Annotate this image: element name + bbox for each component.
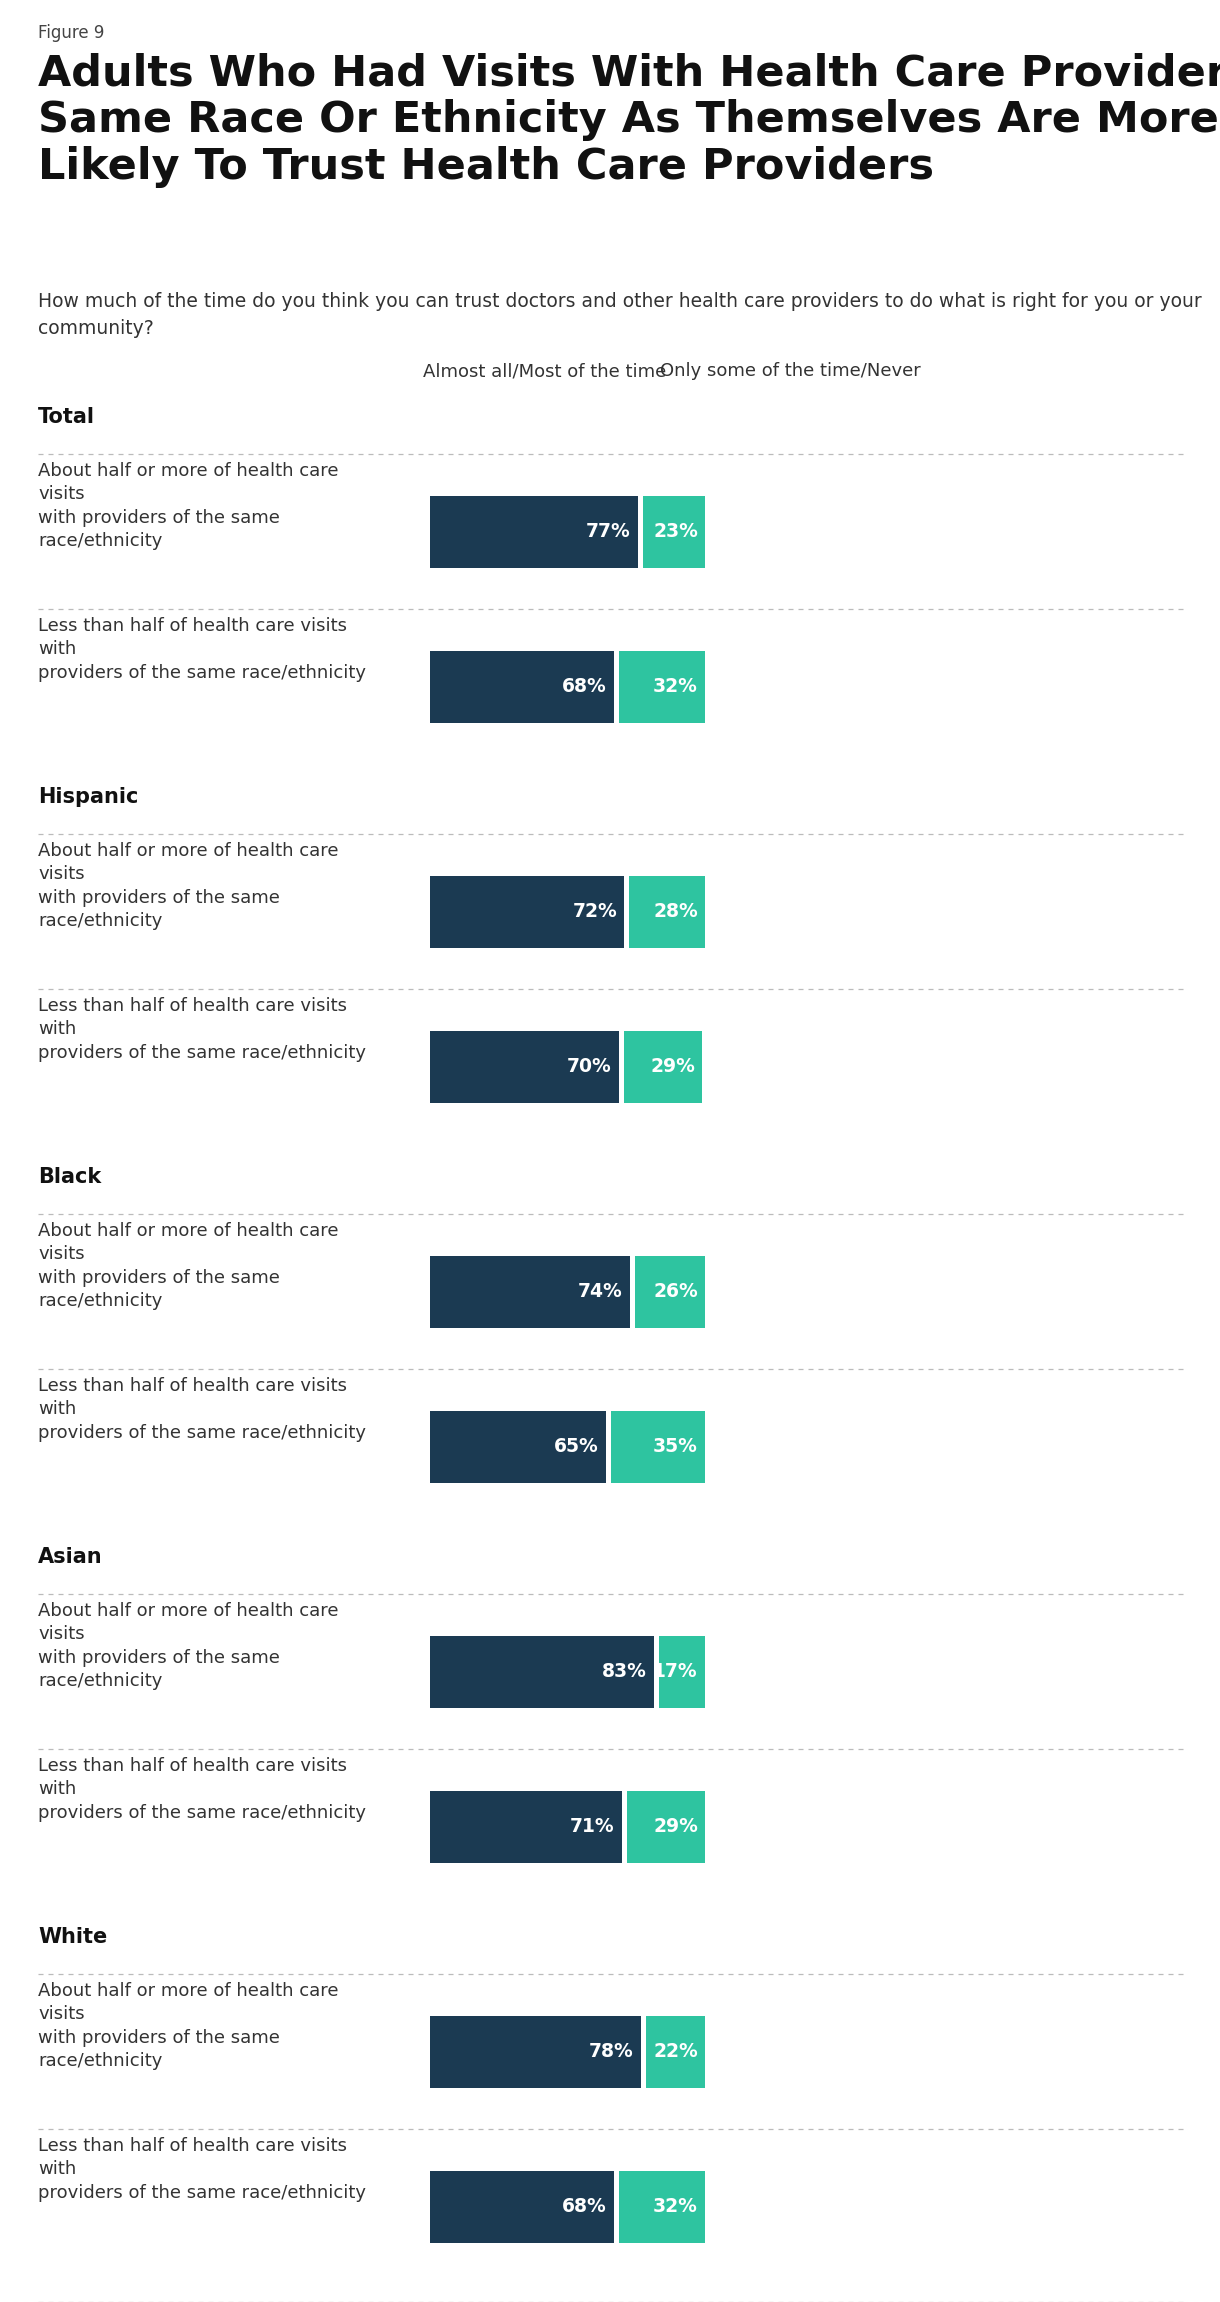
Text: 23%: 23% [653,523,698,541]
Text: Less than half of health care visits
with
providers of the same race/ethnicity: Less than half of health care visits wit… [38,2136,366,2201]
Bar [627,1791,705,1862]
Text: Almost all/Most of the time: Almost all/Most of the time [423,361,666,380]
Text: Adults Who Had Visits With Health Care Providers Of
Same Race Or Ethnicity As Th: Adults Who Had Visits With Health Care P… [38,53,1220,189]
Text: 26%: 26% [653,1282,698,1301]
Text: 32%: 32% [653,677,698,695]
Bar [429,2171,614,2242]
Text: 17%: 17% [654,1662,698,1680]
Text: 29%: 29% [653,1816,698,1837]
Text: 70%: 70% [567,1057,612,1075]
Text: Less than half of health care visits
with
providers of the same race/ethnicity: Less than half of health care visits wit… [38,1377,366,1441]
Text: Hispanic: Hispanic [38,787,138,808]
Text: 22%: 22% [653,2042,698,2060]
Text: 78%: 78% [589,2042,633,2060]
Text: Only some of the time/Never: Only some of the time/Never [660,361,920,380]
Text: Asian: Asian [38,1547,102,1568]
Bar [429,495,638,569]
Text: 65%: 65% [554,1436,599,1455]
Text: Less than half of health care visits
with
providers of the same race/ethnicity: Less than half of health care visits wit… [38,1756,366,1821]
Bar [429,1634,654,1708]
Text: About half or more of health care
visits
with providers of the same
race/ethnici: About half or more of health care visits… [38,1982,338,2069]
Bar [630,875,705,948]
Bar [429,875,625,948]
Text: Figure 9: Figure 9 [38,23,105,41]
Bar [429,1255,630,1328]
Bar [610,1411,705,1482]
Text: Black: Black [38,1167,101,1188]
Bar [429,651,614,723]
Bar [429,2017,640,2088]
Bar [643,495,705,569]
Text: About half or more of health care
visits
with providers of the same
race/ethnici: About half or more of health care visits… [38,1602,338,1690]
Text: 74%: 74% [578,1282,622,1301]
Bar [619,2171,705,2242]
Text: White: White [38,1927,107,1947]
Bar [634,1255,705,1328]
Text: 68%: 68% [562,2196,606,2217]
Text: 71%: 71% [570,1816,615,1837]
Text: How much of the time do you think you can trust doctors and other health care pr: How much of the time do you think you ca… [38,292,1202,338]
Bar [623,1031,703,1103]
Text: 72%: 72% [572,902,617,921]
Text: Less than half of health care visits
with
providers of the same race/ethnicity: Less than half of health care visits wit… [38,997,366,1061]
Text: About half or more of health care
visits
with providers of the same
race/ethnici: About half or more of health care visits… [38,463,338,550]
Text: 68%: 68% [562,677,606,695]
Text: 77%: 77% [586,523,631,541]
Bar [429,1791,622,1862]
Text: About half or more of health care
visits
with providers of the same
race/ethnici: About half or more of health care visits… [38,1222,338,1310]
Text: 29%: 29% [650,1057,695,1075]
Text: 28%: 28% [653,902,698,921]
Bar [659,1634,705,1708]
Text: 32%: 32% [653,2196,698,2217]
Bar [645,2017,705,2088]
Bar [429,1411,605,1482]
Text: Total: Total [38,407,95,426]
Text: 35%: 35% [653,1436,698,1455]
Text: About half or more of health care
visits
with providers of the same
race/ethnici: About half or more of health care visits… [38,843,338,930]
Text: 83%: 83% [603,1662,647,1680]
Bar [619,651,705,723]
Bar [429,1031,619,1103]
Text: Less than half of health care visits
with
providers of the same race/ethnicity: Less than half of health care visits wit… [38,617,366,681]
